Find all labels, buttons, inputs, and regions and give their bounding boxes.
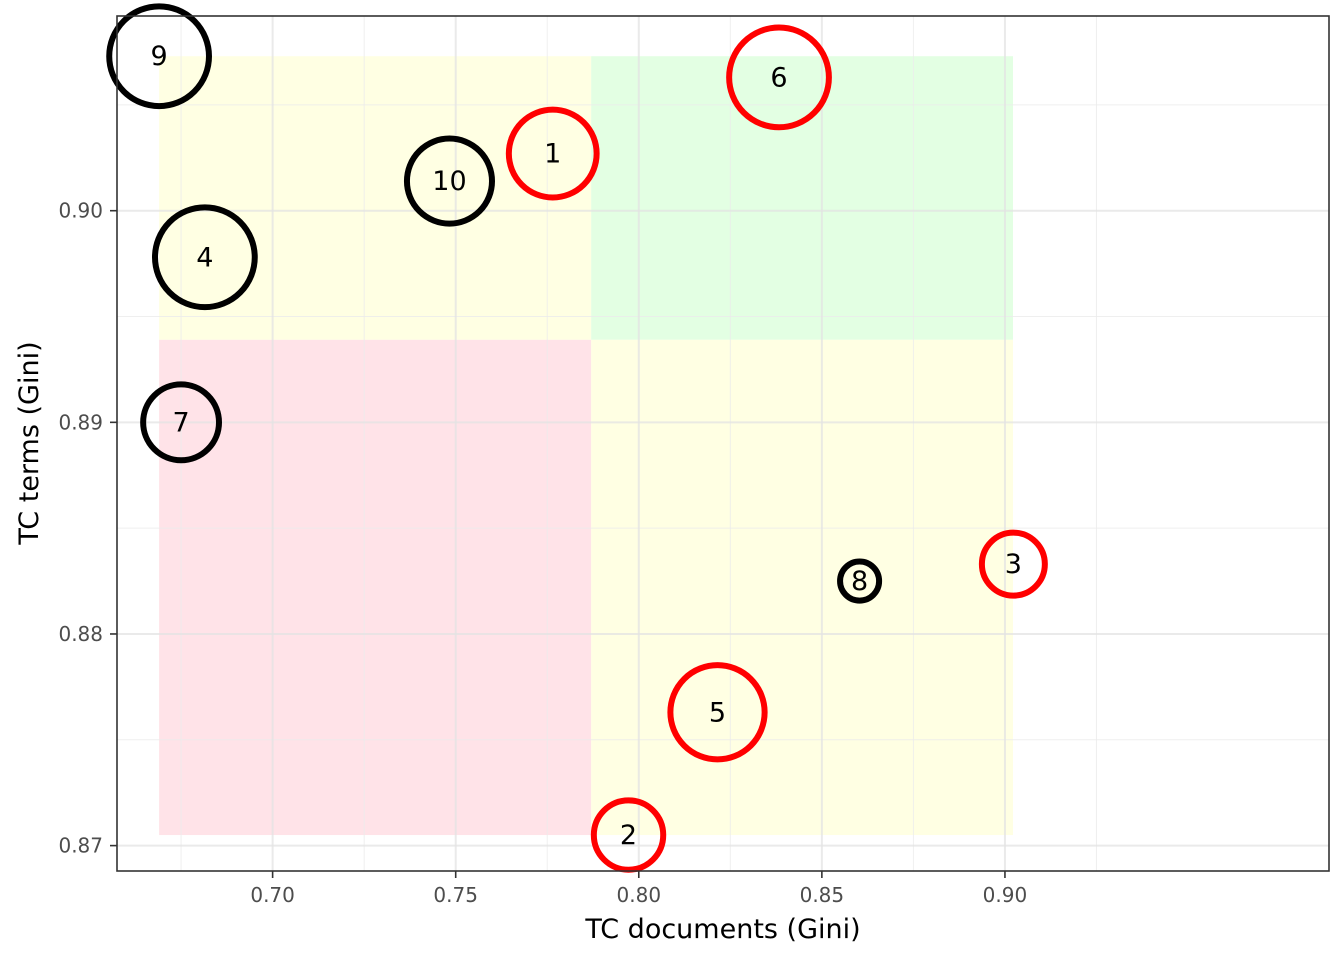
x-tick-label: 0.80 [617,883,662,907]
x-tick-label: 0.85 [800,883,845,907]
point-2-label: 2 [620,820,637,851]
point-4-label: 4 [196,242,213,273]
region-1 [159,56,592,340]
axes: 0.70 0.75 0.80 0.85 0.90 0.87 0.88 0.89 0.90 [58,199,1027,907]
point-3-circle [978,529,1048,599]
y-tick-label: 0.87 [58,834,103,858]
point-5-label: 5 [709,697,726,728]
region-2 [591,56,1014,340]
point-2-circle [590,797,667,873]
point-1-label: 1 [544,139,561,170]
point-10-label: 10 [432,166,466,197]
point-6-circle [726,24,832,131]
point-7-label: 7 [172,407,189,438]
y-tick-label: 0.88 [58,622,103,646]
y-axis-title: TC terms (Gini) [14,341,45,545]
point-5-circle [667,662,768,763]
y-tick-label: 0.90 [58,199,103,223]
point-1-circle [505,106,600,201]
x-tick-label: 0.70 [250,883,295,907]
x-tick-label: 0.75 [433,883,478,907]
data-points: 1 2 3 4 5 6 7 8 9 10 [106,3,1048,873]
point-3-label: 3 [1005,549,1022,580]
point-10-circle [403,135,495,227]
y-tick-label: 0.89 [58,410,103,434]
quadrant-regions [159,56,1014,836]
point-8-label: 8 [851,566,868,597]
point-7-circle [140,381,222,464]
point-6-label: 6 [770,62,787,93]
plot-border [116,15,1330,872]
point-8-circle [837,558,883,604]
region-3 [159,339,592,836]
region-4 [591,339,1014,836]
x-tick-label: 0.90 [983,883,1028,907]
grid-lines [117,16,1329,871]
point-4-circle [151,204,258,311]
point-9-label: 9 [151,41,168,72]
point-9-circle [106,3,212,110]
x-axis-title: TC documents (Gini) [584,914,860,945]
